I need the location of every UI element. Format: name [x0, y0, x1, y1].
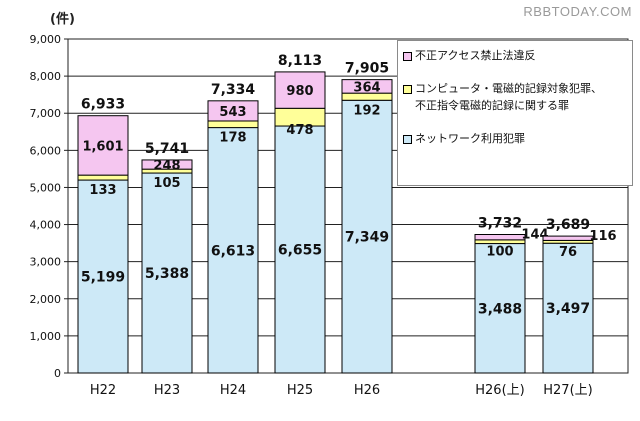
bar-segment — [77, 115, 129, 176]
bar-segment — [341, 79, 393, 94]
bar-segment — [474, 234, 526, 241]
bar-value-label: 5,388 — [145, 266, 189, 282]
bar-total-label: 3,732 — [478, 216, 522, 232]
bar-segment — [274, 71, 326, 109]
y-tick-label: 3,000 — [30, 256, 62, 269]
bar-value-label: 7,349 — [345, 230, 389, 246]
legend-label: コンピュータ・電磁的記録対象犯罪、 不正指令電磁的記録に関する罪 — [415, 82, 602, 112]
y-tick-label: 8,000 — [30, 70, 62, 83]
y-tick-label: 2,000 — [30, 293, 62, 306]
bar-value-label: 5,199 — [81, 270, 125, 286]
y-tick-label: 0 — [54, 367, 61, 380]
bar-value-label: 192 — [353, 103, 380, 118]
legend-item-computer-crime: コンピュータ・電磁的記録対象犯罪、 不正指令電磁的記録に関する罪 — [402, 80, 628, 114]
bar-total-label: 3,689 — [546, 217, 590, 233]
bar-value-label: 100 — [486, 245, 513, 260]
bar-total-label: 7,905 — [345, 61, 389, 77]
x-tick-label: H23 — [154, 383, 180, 398]
bar-segment — [77, 179, 129, 374]
x-tick-label: H24 — [220, 383, 246, 398]
legend-item-network-crime: ネットワーク利用犯罪 — [402, 130, 628, 147]
watermark: RBBTODAY.COM — [523, 4, 632, 19]
bar-total-label: 7,334 — [211, 82, 256, 98]
y-tick-label: 6,000 — [30, 144, 62, 157]
bar-value-label: 116 — [589, 229, 616, 244]
bar-value-label: 1,601 — [82, 139, 123, 154]
bar-value-label: 478 — [286, 123, 313, 138]
bar-total-label: 8,113 — [278, 53, 322, 69]
x-tick-label: H26 — [354, 383, 380, 398]
bar-segment — [542, 235, 594, 241]
y-tick-label: 7,000 — [30, 107, 62, 120]
x-tick-label: H22 — [90, 383, 116, 398]
bar-value-label: 543 — [219, 105, 246, 120]
y-tick-label: 5,000 — [30, 181, 62, 194]
bar-segment — [141, 159, 193, 170]
bar-segment — [542, 242, 594, 374]
bar-segment — [77, 174, 129, 181]
bar-value-label: 364 — [353, 80, 380, 95]
bar-value-label: 980 — [286, 84, 313, 99]
bar-segment — [207, 100, 259, 122]
bar-total-label: 6,933 — [81, 97, 125, 113]
bar-value-label: 248 — [153, 159, 180, 174]
y-axis-unit-label: (件) — [50, 12, 75, 27]
bar-segment — [474, 239, 526, 245]
bar-value-label: 133 — [89, 183, 116, 198]
bar-value-label: 178 — [219, 131, 246, 146]
bar-value-label: 3,488 — [478, 301, 522, 317]
legend-item-unauthorized-access: 不正アクセス禁止法違反 — [402, 47, 628, 64]
x-tick-label: H26(上) — [475, 383, 524, 398]
x-tick-label: H27(上) — [543, 383, 592, 398]
bar-value-label: 6,613 — [211, 243, 255, 259]
bar-total-label: 5,741 — [145, 141, 189, 157]
legend-label: 不正アクセス禁止法違反 — [415, 49, 536, 62]
y-tick-label: 1,000 — [30, 330, 62, 343]
legend-swatch — [403, 135, 412, 144]
bar-value-label: 76 — [559, 245, 577, 260]
legend-swatch — [403, 52, 412, 61]
y-tick-label: 9,000 — [30, 33, 62, 46]
legend-swatch — [403, 85, 412, 94]
legend-label: ネットワーク利用犯罪 — [415, 132, 525, 145]
x-tick-label: H25 — [287, 383, 313, 398]
bar-value-label: 6,655 — [278, 243, 322, 259]
y-tick-label: 4,000 — [30, 219, 62, 232]
bar-value-label: 105 — [153, 176, 180, 191]
bar-value-label: 3,497 — [546, 301, 590, 317]
bar-segment — [207, 127, 259, 374]
legend: 不正アクセス禁止法違反 コンピュータ・電磁的記録対象犯罪、 不正指令電磁的記録に… — [397, 40, 633, 186]
bar-segment — [341, 99, 393, 374]
bar-segment — [474, 243, 526, 374]
bar-segment — [207, 120, 259, 129]
bar-value-label: 144 — [521, 228, 548, 243]
